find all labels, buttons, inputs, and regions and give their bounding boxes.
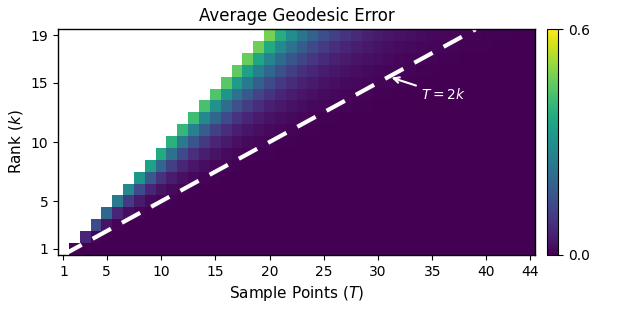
Text: $T = 2k$: $T = 2k$ [394,78,466,102]
X-axis label: Sample Points ($T$): Sample Points ($T$) [229,284,364,303]
Title: Average Geodesic Error: Average Geodesic Error [199,7,394,25]
Y-axis label: Rank ($k$): Rank ($k$) [7,110,25,174]
